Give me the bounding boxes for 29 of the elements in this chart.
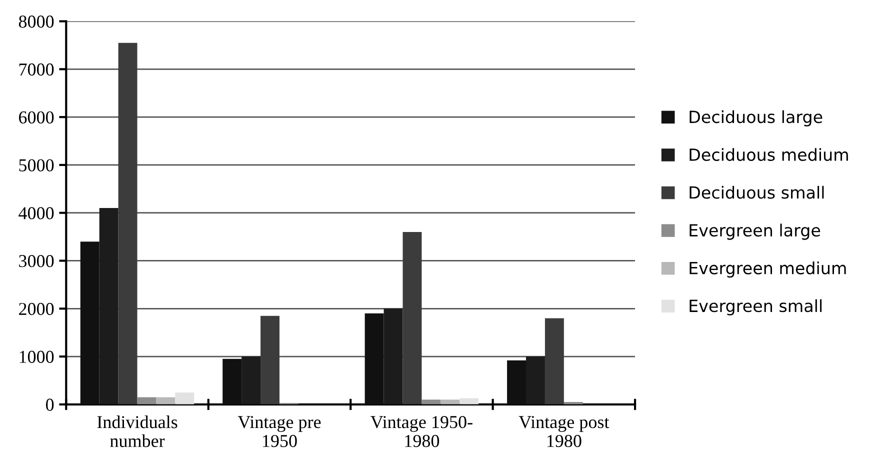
- bar: [156, 397, 176, 404]
- x-tick-label: Individuals number: [97, 416, 178, 448]
- bar: [440, 400, 460, 404]
- bar: [118, 42, 138, 404]
- y-tick-label: 1000: [20, 350, 54, 363]
- y-tick-label: 3000: [19, 255, 54, 268]
- bar: [260, 316, 280, 404]
- x-tick-label: Vintage pre 1950: [238, 416, 321, 448]
- x-tick-label: Vintage 1950- 1980: [370, 416, 472, 448]
- bar: [175, 392, 194, 404]
- y-tick-label: 8000: [18, 16, 54, 28]
- legend-label: Deciduous large: [690, 110, 822, 126]
- bar: [544, 318, 564, 404]
- y-tick-label: 0: [46, 398, 54, 411]
- y-tick-label: 6000: [19, 111, 54, 124]
- y-tick-label: 5000: [19, 159, 54, 172]
- x-tick-label: Vintage post 1980: [518, 416, 610, 448]
- y-tick-label: 7000: [19, 63, 54, 76]
- y-tick-label: 4000: [18, 207, 54, 220]
- bar: [460, 398, 479, 404]
- legend-label: Evergreen large: [690, 224, 820, 240]
- legend-label: Deciduous small: [690, 186, 824, 199]
- legend-label: Evergreen medium: [690, 261, 846, 278]
- bar: [422, 400, 441, 404]
- y-tick-label: 2000: [19, 302, 54, 316]
- bar: [402, 232, 422, 404]
- legend-label: Evergreen small: [690, 299, 822, 316]
- bar: [137, 397, 156, 404]
- legend-label: Deciduous medium: [690, 148, 848, 161]
